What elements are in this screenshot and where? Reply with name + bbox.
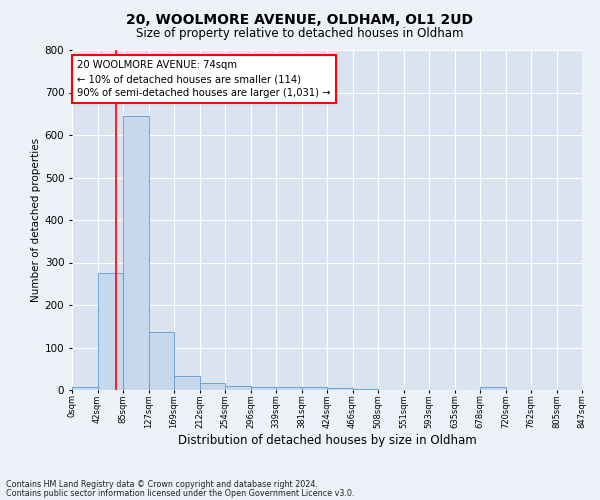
- Bar: [480, 386, 505, 390]
- Text: Contains public sector information licensed under the Open Government Licence v3: Contains public sector information licen…: [6, 490, 355, 498]
- Bar: [276, 387, 302, 390]
- Y-axis label: Number of detached properties: Number of detached properties: [31, 138, 41, 302]
- Text: Contains HM Land Registry data © Crown copyright and database right 2024.: Contains HM Land Registry data © Crown c…: [6, 480, 318, 489]
- Bar: [225, 386, 251, 390]
- Bar: [199, 383, 225, 390]
- Bar: [123, 116, 149, 390]
- X-axis label: Distribution of detached houses by size in Oldham: Distribution of detached houses by size …: [178, 434, 476, 446]
- Bar: [72, 387, 97, 390]
- Bar: [302, 386, 327, 390]
- Bar: [174, 376, 199, 390]
- Text: 20, WOOLMORE AVENUE, OLDHAM, OL1 2UD: 20, WOOLMORE AVENUE, OLDHAM, OL1 2UD: [127, 12, 473, 26]
- Bar: [327, 388, 353, 390]
- Bar: [97, 273, 123, 390]
- Bar: [353, 389, 378, 390]
- Text: Size of property relative to detached houses in Oldham: Size of property relative to detached ho…: [136, 28, 464, 40]
- Bar: [149, 332, 174, 390]
- Text: 20 WOOLMORE AVENUE: 74sqm
← 10% of detached houses are smaller (114)
90% of semi: 20 WOOLMORE AVENUE: 74sqm ← 10% of detac…: [77, 60, 331, 98]
- Bar: [251, 387, 276, 390]
